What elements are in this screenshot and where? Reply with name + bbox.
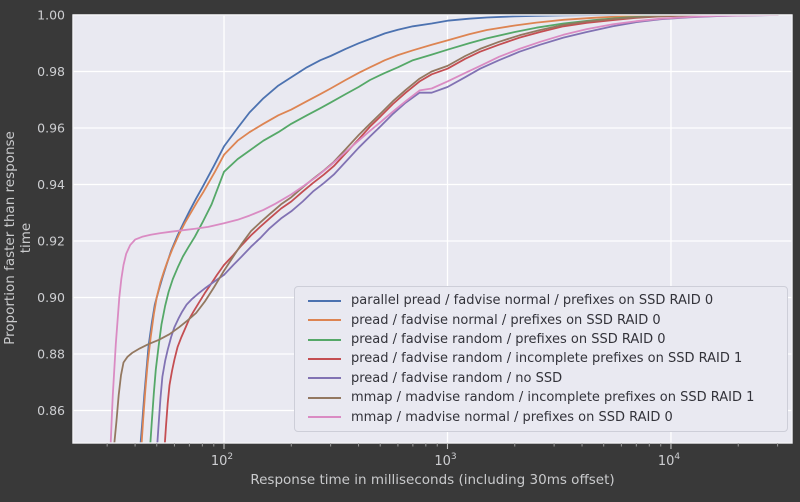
legend-label: mmap / madvise normal / prefixes on SSD …	[351, 409, 673, 425]
curve-4	[156, 15, 779, 443]
y-tick-label: 0.94	[37, 177, 65, 192]
y-tick-label: 0.88	[37, 347, 65, 362]
legend-label: mmap / madvise random / incomplete prefi…	[351, 390, 755, 406]
legend-line-sample	[308, 396, 341, 399]
legend-line-sample	[308, 377, 341, 380]
curve-3	[163, 15, 779, 443]
legend-line-sample	[308, 338, 341, 341]
curve-6	[109, 15, 779, 443]
y-tick-label: 0.90	[37, 290, 65, 305]
legend-item: parallel pread / fadvise normal / prefix…	[303, 291, 779, 310]
x-tick-label: 103	[434, 452, 456, 469]
legend-label: pread / fadvise normal / prefixes on SSD…	[351, 312, 661, 328]
legend-line-sample	[308, 299, 341, 302]
legend-item: pread / fadvise random / prefixes on SSD…	[303, 330, 779, 349]
y-tick-label: 0.92	[37, 234, 65, 249]
x-axis-label: Response time in milliseconds (including…	[250, 472, 615, 488]
legend-item: mmap / madvise random / incomplete prefi…	[303, 388, 779, 407]
legend-item: pread / fadvise random / incomplete pref…	[303, 349, 779, 368]
legend-label: parallel pread / fadvise normal / prefix…	[351, 293, 714, 309]
x-tick-label: 104	[658, 452, 681, 469]
y-tick-label: 0.96	[37, 121, 65, 136]
legend-label: pread / fadvise random / prefixes on SSD…	[351, 332, 666, 348]
legend-line-sample	[308, 357, 341, 360]
x-tick-label: 102	[211, 452, 233, 469]
curve-1	[140, 15, 779, 443]
legend-label: pread / fadvise random / no SSD	[351, 370, 563, 386]
y-tick-label: 0.86	[37, 403, 65, 418]
y-tick-label: 1.00	[37, 8, 65, 23]
legend: parallel pread / fadvise normal / prefix…	[294, 286, 788, 432]
y-tick-label: 0.98	[37, 64, 65, 79]
plot-frame	[72, 14, 793, 444]
legend-item: pread / fadvise random / no SSD	[303, 369, 779, 388]
legend-label: pread / fadvise random / incomplete pref…	[351, 351, 743, 367]
legend-item: mmap / madvise normal / prefixes on SSD …	[303, 408, 779, 427]
legend-item: pread / fadvise normal / prefixes on SSD…	[303, 311, 779, 330]
legend-line-sample	[308, 319, 341, 322]
curve-2	[149, 15, 779, 443]
y-axis-label: Proportion faster than response time	[2, 131, 34, 345]
legend-line-sample	[308, 416, 341, 419]
